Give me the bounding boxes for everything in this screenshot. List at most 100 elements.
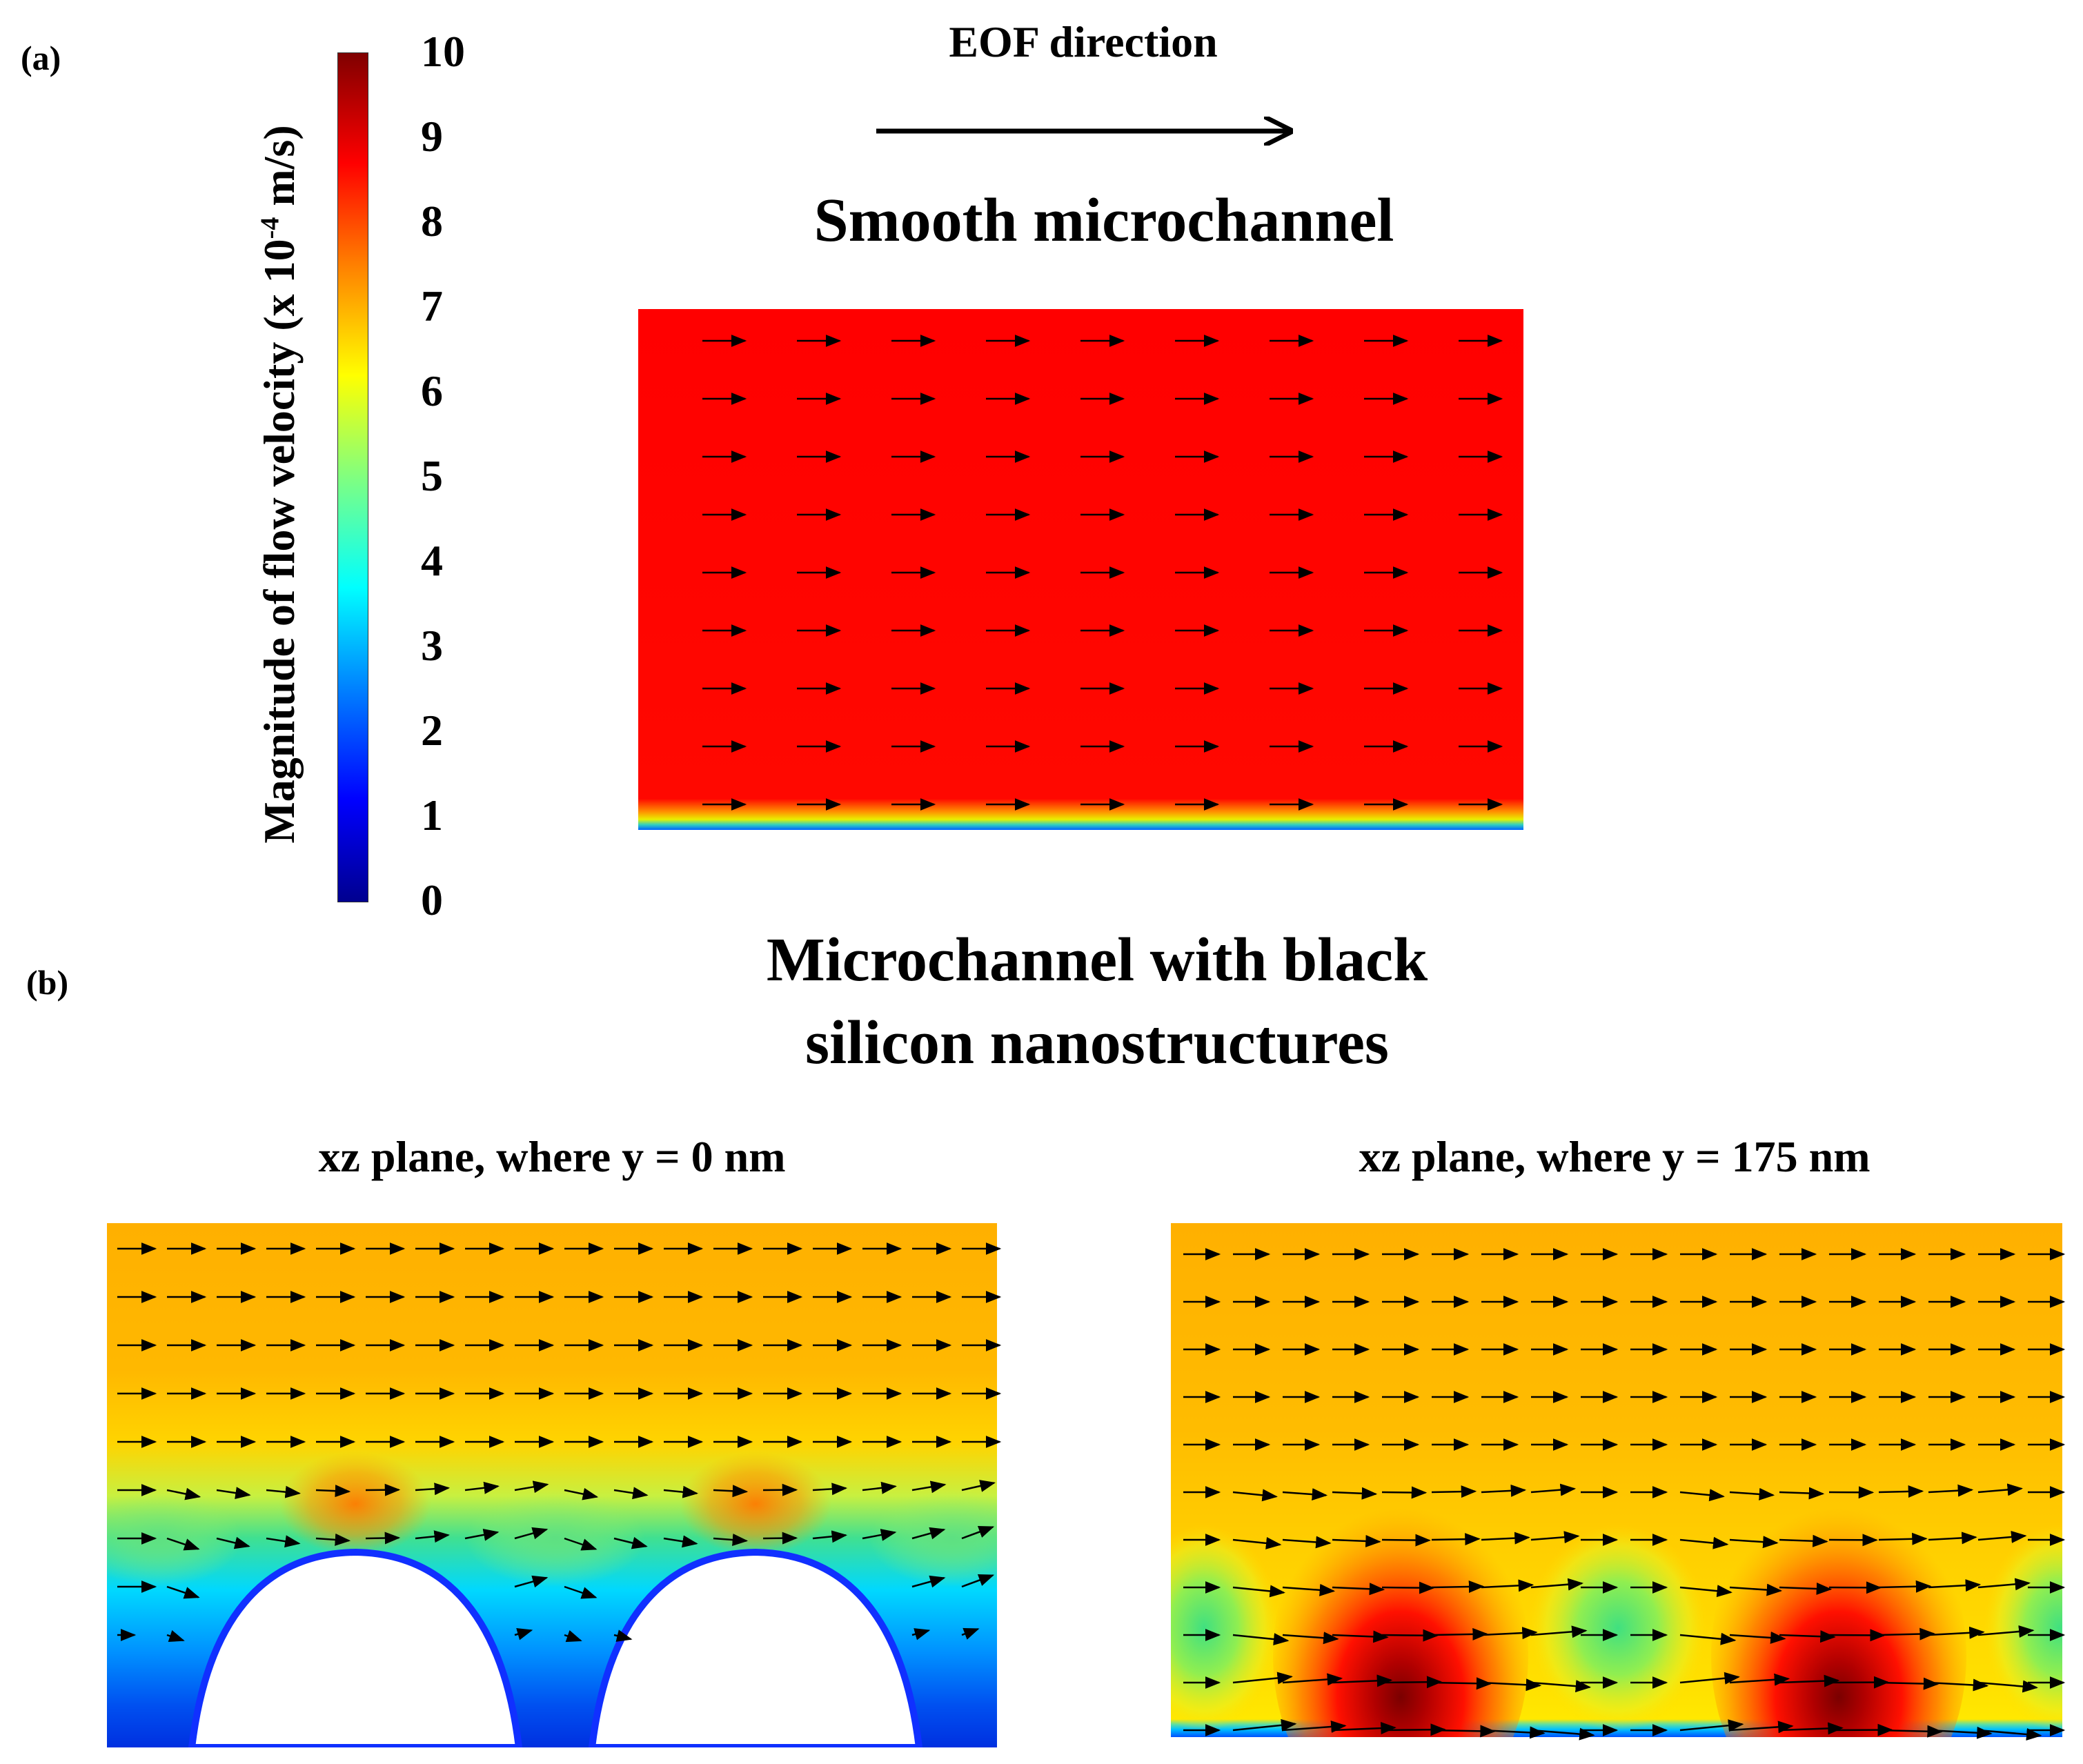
colorbar: [337, 52, 368, 902]
colorbar-tick-10: 10: [421, 27, 465, 76]
left-hotspot-1: [279, 1452, 431, 1556]
right-vector: [1530, 1578, 1584, 1591]
left-vector: [266, 1535, 301, 1548]
left-plane-subtitle: xz plane, where y = 0 nm: [318, 1132, 786, 1181]
right-vector: [1481, 1532, 1530, 1545]
right-vector: [1928, 1626, 1985, 1639]
right-vector: [1282, 1673, 1343, 1686]
left-vector: [216, 1536, 250, 1549]
right-vector: [1232, 1718, 1297, 1732]
colorbar-tick-6: 6: [421, 366, 443, 415]
left-vector: [166, 1585, 200, 1599]
left-vector: [514, 1527, 549, 1540]
left-vector: [564, 1630, 582, 1643]
right-vector: [1828, 1629, 1886, 1642]
left-vector: [812, 1530, 848, 1543]
left-vector: [564, 1537, 598, 1551]
right-vector: [1530, 1531, 1580, 1544]
right-vector: [1779, 1534, 1828, 1547]
left-vector: [166, 1537, 200, 1551]
colorbar-tick-3: 3: [421, 621, 443, 670]
left-vector: [315, 1533, 351, 1546]
smooth-channel-title: Smooth microchannel: [813, 186, 1394, 255]
right-vector: [1878, 1580, 1932, 1593]
right-vector: [1481, 1627, 1538, 1640]
left-vector: [564, 1585, 598, 1599]
right-vector: [1282, 1536, 1332, 1549]
left-vector: [911, 1628, 931, 1641]
right-vector: [1779, 1674, 1840, 1687]
left-vector: [713, 1534, 749, 1547]
right-plane-subtitle: xz plane, where y = 175 nm: [1359, 1132, 1870, 1181]
left-vector: [663, 1485, 699, 1498]
right-vector: [1381, 1581, 1435, 1594]
left-vector: [166, 1629, 185, 1643]
right-vector: [1977, 1483, 2024, 1496]
left-vector: [613, 1487, 649, 1500]
black-silicon-title-line2: silicon nanostructures: [805, 1009, 1389, 1077]
left-vector: [415, 1483, 451, 1496]
nanostructure-2: [588, 1548, 923, 1747]
right-vector: [1481, 1726, 1546, 1739]
right-vector: [1232, 1585, 1285, 1598]
right-vector: [1232, 1633, 1290, 1645]
right-vector: [1928, 1579, 1982, 1592]
nanostructure-1: [188, 1548, 523, 1747]
right-vector: [1779, 1630, 1836, 1643]
right-vector: [1928, 1678, 1989, 1692]
right-vector: [1679, 1585, 1732, 1598]
left-hotspot-2: [680, 1452, 831, 1556]
right-vector: [1928, 1484, 1974, 1497]
right-vector: [1977, 1728, 2042, 1741]
panel-a-label: (a): [21, 39, 61, 77]
colorbar-tick-4: 4: [421, 536, 443, 585]
left-vector: [911, 1575, 946, 1588]
colorbar-tick-9: 9: [421, 112, 443, 161]
right-vector: [1729, 1631, 1786, 1644]
right-vector: [1530, 1483, 1577, 1496]
right-vector: [1679, 1536, 1729, 1549]
left-vector: [812, 1483, 848, 1496]
right-vector: [1431, 1627, 1488, 1641]
right-vector: [1928, 1532, 1977, 1545]
left-vector: [514, 1628, 533, 1641]
right-vector: [1332, 1583, 1385, 1596]
colorbar-tick-5: 5: [421, 451, 443, 500]
right-vector: [1977, 1530, 2027, 1543]
right-vector: [1530, 1680, 1592, 1693]
right-vector: [1729, 1721, 1794, 1734]
right-vector: [1381, 1676, 1443, 1689]
right-plane-vectors: [1183, 1248, 2066, 1741]
right-vector: [1232, 1672, 1293, 1685]
left-vector: [961, 1627, 980, 1640]
left-vector: [464, 1481, 500, 1494]
right-vector: [1729, 1536, 1779, 1549]
left-vector: [266, 1485, 302, 1498]
left-vector: [663, 1535, 698, 1548]
right-vector: [1332, 1534, 1381, 1547]
right-vector: [1729, 1583, 1783, 1596]
right-vector: [1282, 1583, 1336, 1596]
right-vector: [1282, 1488, 1328, 1501]
right-vector: [1431, 1677, 1492, 1690]
left-vector: [315, 1485, 351, 1498]
left-vector: [166, 1487, 201, 1500]
right-vector: [1232, 1536, 1282, 1549]
right-vector: [1977, 1625, 2035, 1638]
colorbar-tick-7: 7: [421, 281, 443, 330]
right-vector: [1878, 1485, 1924, 1498]
left-vector: [911, 1527, 946, 1540]
right-vector: [1977, 1578, 2031, 1591]
smooth-channel-vectors: [702, 335, 1503, 811]
left-plane-field: [107, 1223, 997, 1747]
left-vector: [961, 1574, 995, 1588]
panel-b-label: (b): [26, 963, 69, 1002]
left-vector: [415, 1530, 450, 1543]
right-vector: [1431, 1533, 1481, 1546]
right-vector: [1332, 1630, 1389, 1643]
colorbar-tick-1: 1: [421, 791, 443, 840]
right-vector: [1679, 1632, 1737, 1645]
left-vector: [365, 1483, 401, 1496]
right-vector: [1282, 1632, 1339, 1645]
right-vector: [1779, 1582, 1833, 1595]
